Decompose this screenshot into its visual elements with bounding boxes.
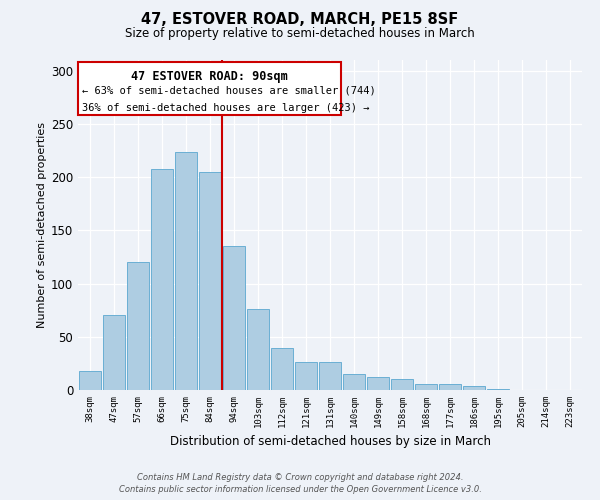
Text: 36% of semi-detached houses are larger (423) →: 36% of semi-detached houses are larger (… <box>82 102 370 113</box>
Bar <box>151 168 173 390</box>
Bar <box>247 309 269 390</box>
Bar <box>391 380 413 390</box>
Bar <box>271 348 293 390</box>
Bar <box>367 377 389 390</box>
X-axis label: Distribution of semi-detached houses by size in March: Distribution of semi-detached houses by … <box>170 436 491 448</box>
Bar <box>175 152 197 390</box>
Bar <box>463 386 485 390</box>
Bar <box>343 374 365 390</box>
Bar <box>295 362 317 390</box>
Text: Contains public sector information licensed under the Open Government Licence v3: Contains public sector information licen… <box>119 485 481 494</box>
Text: ← 63% of semi-detached houses are smaller (744): ← 63% of semi-detached houses are smalle… <box>82 86 376 96</box>
Bar <box>319 362 341 390</box>
Bar <box>103 316 125 390</box>
Y-axis label: Number of semi-detached properties: Number of semi-detached properties <box>37 122 47 328</box>
Bar <box>79 62 341 116</box>
Bar <box>415 384 437 390</box>
Bar <box>199 172 221 390</box>
Bar <box>127 262 149 390</box>
Bar <box>79 371 101 390</box>
Text: Contains HM Land Registry data © Crown copyright and database right 2024.: Contains HM Land Registry data © Crown c… <box>137 474 463 482</box>
Bar <box>223 246 245 390</box>
Text: Size of property relative to semi-detached houses in March: Size of property relative to semi-detach… <box>125 28 475 40</box>
Bar <box>439 384 461 390</box>
Bar <box>487 389 509 390</box>
Text: 47, ESTOVER ROAD, MARCH, PE15 8SF: 47, ESTOVER ROAD, MARCH, PE15 8SF <box>142 12 458 28</box>
Text: 47 ESTOVER ROAD: 90sqm: 47 ESTOVER ROAD: 90sqm <box>131 70 288 82</box>
